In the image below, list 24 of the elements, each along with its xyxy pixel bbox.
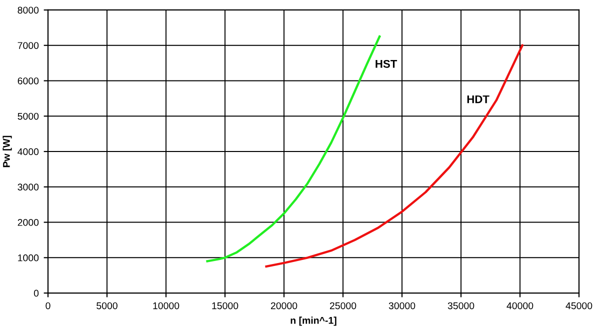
x-tick-label: 35000 — [448, 302, 474, 310]
x-tick-label: 10000 — [153, 302, 180, 310]
x-tick-label: 5000 — [96, 302, 118, 310]
series-label: HDT — [467, 95, 490, 104]
x-tick-label: 15000 — [212, 302, 238, 310]
y-tick-label: 4000 — [18, 148, 39, 156]
y-tick-label: 1000 — [18, 254, 39, 262]
x-tick-label: 40000 — [506, 302, 534, 310]
x-tick-label: 20000 — [270, 302, 298, 310]
y-tick-label: 5000 — [18, 112, 39, 120]
x-tick-label: 0 — [46, 302, 50, 310]
y-tick-label: 0 — [34, 290, 39, 297]
y-tick-label: 6000 — [18, 77, 39, 84]
x-tick-label: 25000 — [330, 302, 356, 310]
y-axis-title: Pw [W] — [2, 136, 12, 168]
y-tick-label: 2000 — [18, 219, 39, 226]
x-tick-label: 30000 — [388, 302, 416, 310]
x-tick-label: 45000 — [566, 302, 592, 310]
y-tick-label: 7000 — [18, 42, 39, 49]
line-series — [265, 44, 524, 268]
y-tick-label: 8000 — [18, 6, 39, 14]
x-axis-title: n [min^-1] — [290, 316, 336, 326]
y-tick-label: 3000 — [18, 184, 39, 191]
series-label: HST — [376, 60, 398, 68]
